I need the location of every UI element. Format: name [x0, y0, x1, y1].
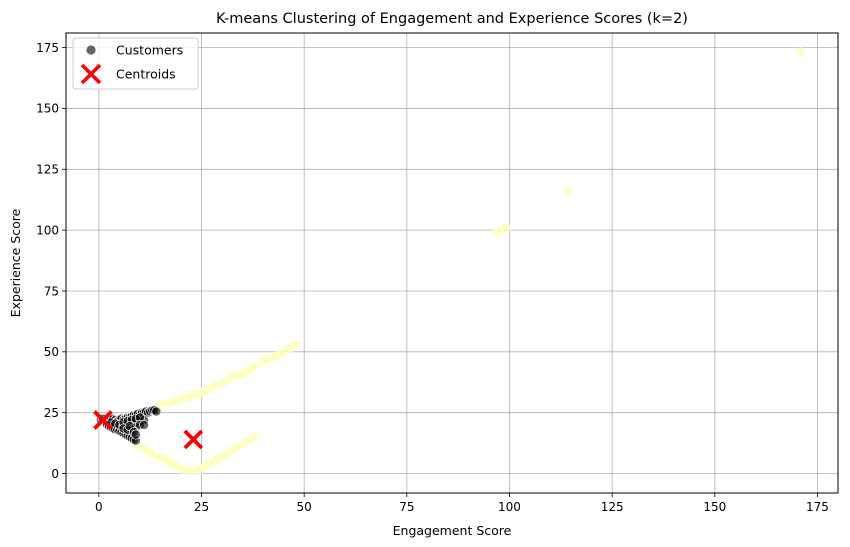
x-tick-label: 0: [95, 500, 103, 514]
y-tick-label: 150: [36, 102, 59, 116]
legend-centroids-label: Centroids: [116, 67, 176, 82]
x-tick-label: 50: [297, 500, 312, 514]
legend-customers-marker: [85, 44, 97, 56]
legend-box: [72, 37, 199, 90]
x-tick-label: 175: [806, 500, 829, 514]
chart-title: K-means Clustering of Engagement and Exp…: [216, 11, 688, 27]
customer-point: [151, 406, 162, 417]
x-tick-label: 75: [399, 500, 414, 514]
y-tick-label: 50: [44, 345, 59, 359]
legend: Customers Centroids: [72, 37, 199, 90]
x-tick-label: 100: [498, 500, 521, 514]
customer-point: [249, 361, 260, 372]
y-tick-label: 125: [36, 163, 59, 177]
customer-point: [562, 186, 572, 197]
customer-point: [130, 429, 141, 440]
y-tick-label: 100: [36, 223, 59, 237]
legend-centroid-marker: [80, 63, 102, 85]
centroid-marker: [183, 429, 204, 450]
axis-ticks: 0 25 50 75 100 125 150 175 0 25 50 75 100 125 150 175: [36, 41, 829, 514]
x-tick-label: 150: [703, 500, 726, 514]
x-axis-label: Engagement Score: [393, 523, 512, 538]
centroids: [93, 410, 204, 450]
centroid-marker: [93, 410, 113, 430]
y-tick-label: 175: [36, 41, 59, 55]
x-tick-label: 125: [601, 500, 624, 514]
customer-point: [139, 419, 149, 430]
y-axis-label: Experience Score: [8, 208, 23, 317]
y-tick-label: 25: [44, 406, 59, 420]
y-tick-label: 75: [44, 284, 59, 298]
x-tick-label: 25: [194, 500, 209, 514]
y-tick-label: 0: [51, 467, 59, 481]
customer-point: [249, 432, 260, 442]
legend-customers-label: Customers: [116, 43, 183, 58]
plot-frame: [65, 32, 839, 494]
customer-point: [291, 339, 301, 350]
customer-point: [500, 222, 511, 233]
customer-point: [796, 47, 806, 58]
